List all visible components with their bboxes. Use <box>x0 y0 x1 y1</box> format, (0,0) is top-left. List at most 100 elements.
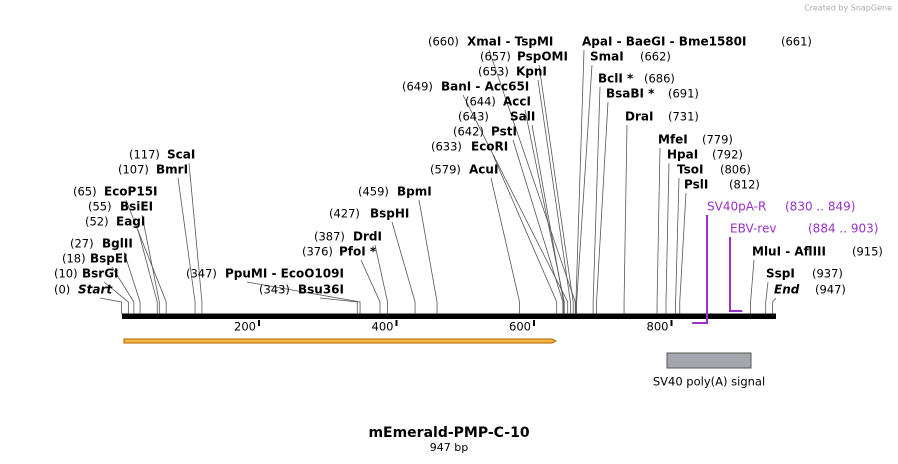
title: mEmerald-PMP-C-10 <box>368 425 529 441</box>
site-line <box>675 177 680 314</box>
site-name: PstI <box>491 125 517 139</box>
site-line <box>492 154 558 314</box>
site-line <box>512 139 564 314</box>
site-position: (660) <box>428 35 459 49</box>
site-position: (117) <box>129 148 160 162</box>
site-name: End <box>774 283 800 297</box>
site-name: EcoP15I <box>104 185 158 199</box>
backbone <box>122 314 776 319</box>
site-name: DrdI <box>353 230 382 244</box>
ruler-label: 400 <box>372 320 394 334</box>
ruler-label: 600 <box>509 320 531 334</box>
primer-name: EBV-rev <box>730 222 776 236</box>
site-line <box>538 64 574 314</box>
site-position: (579) <box>430 163 461 177</box>
site-line <box>103 281 129 314</box>
site-line <box>531 124 564 314</box>
site-line <box>656 147 661 314</box>
site-name: ApaI - BaeGI - Bme1580I <box>582 35 746 49</box>
site-position: (792) <box>712 148 743 162</box>
site-line <box>374 244 388 314</box>
primer <box>729 237 743 312</box>
site-name: KpnI <box>516 65 547 79</box>
site-position: (27) <box>70 237 94 251</box>
site-line <box>391 221 416 314</box>
site-position: (947) <box>815 283 846 297</box>
site-name: PslI <box>684 178 708 192</box>
site-name: BsrGI <box>82 267 119 281</box>
site-line <box>123 251 141 314</box>
site-position: (65) <box>73 185 97 199</box>
site-line <box>596 101 609 314</box>
site-position: (662) <box>640 50 671 64</box>
site-position: (633) <box>431 140 462 154</box>
site-name: XmaI - TspMI <box>467 35 553 49</box>
site-name: BspEI <box>90 252 128 266</box>
site-line <box>246 281 361 314</box>
site-name: SalI <box>510 110 535 124</box>
site-name: MluI - AflIII <box>752 245 826 259</box>
site-name: PfoI * <box>339 245 377 259</box>
site-line <box>750 259 755 314</box>
site-position: (347) <box>186 267 217 281</box>
site-position: (10) <box>54 267 78 281</box>
site-name: EcoRI <box>471 140 508 154</box>
primer-name: SV40pA-R <box>707 200 766 214</box>
primer <box>692 215 708 324</box>
site-line <box>137 229 158 314</box>
site-name: HpaI <box>667 148 698 162</box>
site-name: BpmI <box>397 185 432 199</box>
site-position: (915) <box>852 245 883 259</box>
site-line <box>111 266 135 314</box>
site-line <box>537 79 571 314</box>
site-position: (649) <box>402 80 433 94</box>
site-line <box>679 192 687 314</box>
site-position: (657) <box>480 50 511 64</box>
site-line <box>623 124 628 314</box>
site-position: (661) <box>781 35 812 49</box>
site-line <box>524 109 565 314</box>
length: 947 bp <box>430 441 468 454</box>
site-position: (343) <box>259 283 290 297</box>
primer-range: (830 .. 849) <box>785 200 855 214</box>
site-name: PpuMI - EcoO109I <box>225 267 344 281</box>
site-name: AcuI <box>469 163 498 177</box>
site-name: EagI <box>116 215 145 229</box>
site-line <box>188 162 203 314</box>
site-name: BclI * <box>598 72 634 86</box>
site-position: (653) <box>478 65 509 79</box>
site-name: DraI <box>625 110 653 124</box>
site-position: (643) <box>458 110 489 124</box>
site-line <box>765 281 769 314</box>
feature-label: SV40 poly(A) signal <box>653 375 765 389</box>
site-position: (459) <box>358 185 389 199</box>
site-position: (731) <box>668 110 699 124</box>
site-position: (812) <box>729 178 760 192</box>
site-name: AccI <box>503 95 531 109</box>
ruler-label: 800 <box>647 320 669 334</box>
site-position: (779) <box>702 133 733 147</box>
site-position: (55) <box>88 200 112 214</box>
site-name: PspOMI <box>517 50 568 64</box>
feature-arrow <box>123 338 558 344</box>
site-name: BsiEI <box>120 200 153 214</box>
site-position: (107) <box>118 163 149 177</box>
site-line <box>592 86 601 314</box>
site-name: BanI - Acc65I <box>441 80 529 94</box>
site-name: SspI <box>766 267 795 281</box>
site-name: MfeI <box>658 133 688 147</box>
site-line <box>418 199 438 314</box>
site-position: (18) <box>62 252 86 266</box>
site-position: (644) <box>465 95 496 109</box>
site-name: TsoI <box>677 163 703 177</box>
feature-box <box>666 352 752 369</box>
site-line <box>141 214 160 314</box>
site-position: (427) <box>329 207 360 221</box>
site-line <box>488 49 576 314</box>
site-name: SmaI <box>590 50 624 64</box>
site-line <box>665 162 670 314</box>
site-name: BspHI <box>370 207 409 221</box>
ruler-label: 200 <box>234 320 256 334</box>
site-name: ScaI <box>167 148 195 162</box>
primer-range: (884 .. 903) <box>808 222 878 236</box>
